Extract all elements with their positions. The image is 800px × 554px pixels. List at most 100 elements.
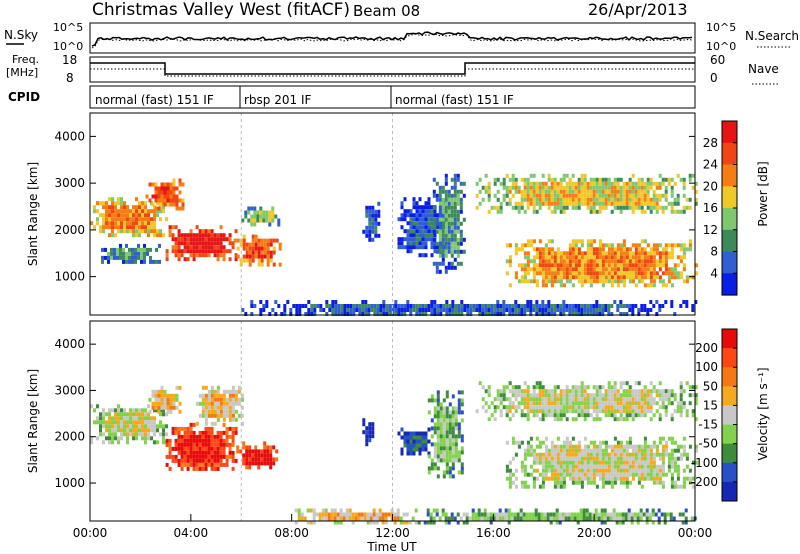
data-cell [460,470,464,475]
data-cell [538,417,542,422]
data-cell [153,229,156,234]
data-cell [643,393,647,398]
data-cell [613,193,617,198]
data-cell [544,185,548,190]
data-cell [664,405,668,410]
data-cell [619,271,623,276]
data-cell [559,417,563,422]
data-cell [556,409,560,414]
data-cell [111,428,114,433]
data-cell [456,261,460,266]
data-cell [525,512,529,517]
data-cell [535,385,539,390]
data-cell [245,461,249,466]
data-cell [691,185,695,190]
data-cell [556,436,560,441]
data-cell [213,421,217,426]
data-cell [649,267,653,272]
data-cell [535,397,539,402]
data-cell [607,251,611,256]
data-cell [460,434,464,439]
data-cell [652,413,656,418]
data-cell [126,440,129,445]
data-cell [553,456,557,461]
data-cell [541,193,545,198]
data-cell [547,239,551,244]
data-cell [520,279,524,284]
data-cell [382,308,386,312]
data-cell [158,259,161,264]
data-cell [493,417,497,422]
data-cell [550,308,554,312]
data-cell [694,448,698,453]
data-cell [364,308,368,312]
data-cell [400,312,404,316]
data-cell [253,222,257,227]
data-cell [658,456,662,461]
data-cell [604,472,608,477]
data-cell [637,468,641,473]
data-cell [523,177,527,182]
data-cell [637,279,641,284]
data-cell [555,512,559,517]
data-cell [520,267,524,272]
data-cell [601,197,605,202]
data-cell [315,512,319,517]
data-cell [562,283,566,288]
data-cell [216,253,220,258]
data-cell [691,308,695,312]
data-cell [453,241,457,246]
data-cell [523,413,527,418]
data-cell [679,484,683,489]
data-cell [612,512,616,517]
data-cell [598,263,602,268]
data-cell [177,462,181,467]
data-cell [661,456,665,461]
data-cell [248,453,252,458]
data-cell [574,259,578,264]
data-cell [496,308,500,312]
data-cell [562,173,566,178]
data-cell [242,453,246,458]
data-cell [441,189,445,194]
data-cell [634,456,638,461]
data-cell [122,259,125,264]
data-cell [438,213,442,218]
data-cell [365,213,369,218]
data-cell [433,245,437,250]
data-cell [511,185,515,190]
data-cell [532,247,536,252]
data-cell [556,484,560,489]
data-cell [574,397,578,402]
data-cell [621,512,625,517]
data-cell [613,189,617,194]
data-cell [266,246,270,251]
data-cell [568,271,572,276]
data-cell [574,393,578,398]
data-cell [547,405,551,410]
data-cell [562,460,566,465]
data-cell [526,389,530,394]
data-cell [616,247,620,252]
data-cell [640,209,644,214]
data-cell [448,410,452,415]
data-cell [570,516,574,521]
data-cell [643,409,647,414]
data-cell [144,440,147,445]
data-cell [559,397,563,402]
data-cell [532,389,536,394]
data-cell [580,177,584,182]
data-cell [601,255,605,260]
data-cell [251,254,255,259]
data-cell [589,480,593,485]
data-cell [577,201,581,206]
data-cell [634,389,638,394]
data-cell [141,225,144,230]
data-cell [153,209,156,214]
data-cell [595,279,599,284]
data-cell [157,389,161,394]
data-cell [649,476,653,481]
data-cell [658,255,662,260]
data-cell [340,304,344,308]
